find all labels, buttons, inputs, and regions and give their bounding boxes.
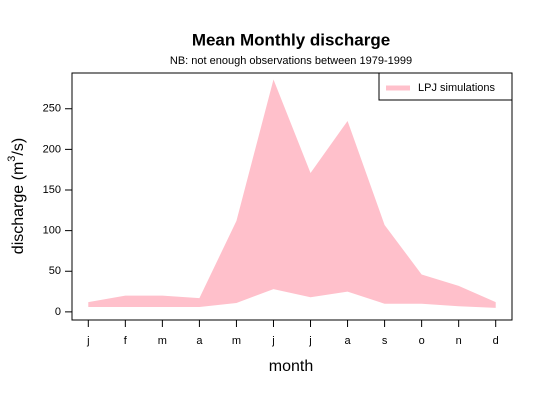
x-tick-label: s: [382, 335, 388, 347]
y-label-part: discharge (m: [10, 162, 27, 254]
x-tick-label: m: [232, 335, 241, 347]
y-tick-label: 150: [43, 184, 61, 196]
y-tick-label: 250: [43, 103, 61, 115]
x-tick-label: o: [419, 335, 425, 347]
x-tick-label: n: [456, 335, 462, 347]
band-area: [88, 79, 496, 308]
chart-subtitle: NB: not enough observations between 1979…: [170, 55, 412, 67]
x-axis-label: month: [269, 358, 313, 375]
y-label-part: /s): [10, 138, 27, 156]
x-tick-label: j: [86, 335, 89, 347]
x-tick-label: a: [196, 335, 203, 347]
y-label-sup: 3: [6, 156, 18, 162]
x-tick-label: j: [308, 335, 311, 347]
y-axis-label: discharge (m3/s): [6, 138, 27, 254]
x-tick-label: j: [271, 335, 274, 347]
x-tick-label: a: [344, 335, 351, 347]
y-tick-label: 50: [49, 265, 61, 277]
x-tick-label: d: [493, 335, 499, 347]
x-tick-label: m: [158, 335, 167, 347]
plot-frame: [71, 72, 513, 321]
y-tick-label: 100: [43, 225, 61, 237]
y-tick-label: 200: [43, 143, 61, 155]
y-tick-label: 0: [55, 306, 61, 318]
chart-title: Mean Monthly discharge: [192, 30, 390, 49]
x-tick-label: f: [124, 335, 128, 347]
legend-label: LPJ simulations: [418, 82, 496, 94]
